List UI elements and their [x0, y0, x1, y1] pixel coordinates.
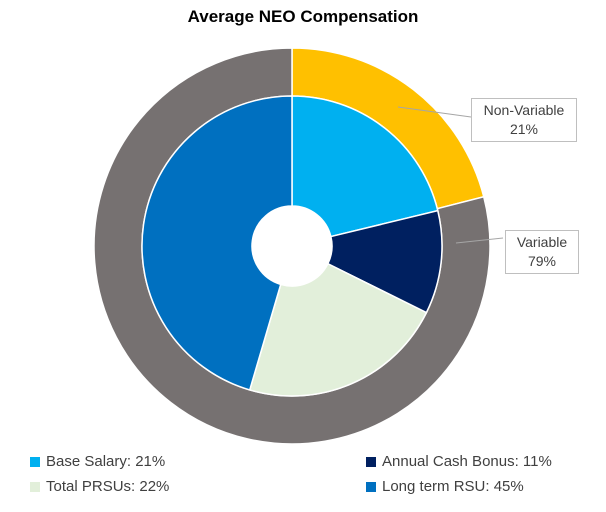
- legend-item-total-prsus: Total PRSUs: 22%: [30, 478, 169, 495]
- legend-item-long-term-rsu: Long term RSU: 45%: [366, 478, 524, 495]
- legend-label: Base Salary: 21%: [46, 453, 166, 470]
- legend-label: Total PRSUs: 22%: [46, 478, 170, 495]
- callout-non-variable: Non-Variable 21%: [471, 98, 577, 142]
- callout-variable: Variable 79%: [505, 230, 579, 274]
- legend-label: Annual Cash Bonus: 11%: [382, 453, 552, 470]
- callout-value: 79%: [527, 253, 557, 269]
- legend-swatch: [30, 481, 40, 492]
- legend-swatch: [30, 456, 40, 467]
- legend-label: Long term RSU: 45%: [382, 478, 524, 495]
- inner-ring: [141, 95, 443, 397]
- callout-value: 21%: [509, 121, 539, 137]
- legend-swatch: [366, 481, 376, 492]
- callout-leader-variable: [455, 237, 504, 244]
- callout-leader-non-variable: [397, 106, 472, 118]
- legend-item-annual-cash-bonus: Annual Cash Bonus: 11%: [366, 453, 552, 470]
- callout-label: Variable: [516, 234, 568, 250]
- callout-label: Non-Variable: [483, 102, 565, 118]
- legend-swatch: [366, 456, 376, 467]
- chart-title: Average NEO Compensation: [187, 7, 419, 26]
- legend-item-base-salary: Base Salary: 21%: [30, 453, 165, 470]
- donut-hole: [252, 206, 332, 286]
